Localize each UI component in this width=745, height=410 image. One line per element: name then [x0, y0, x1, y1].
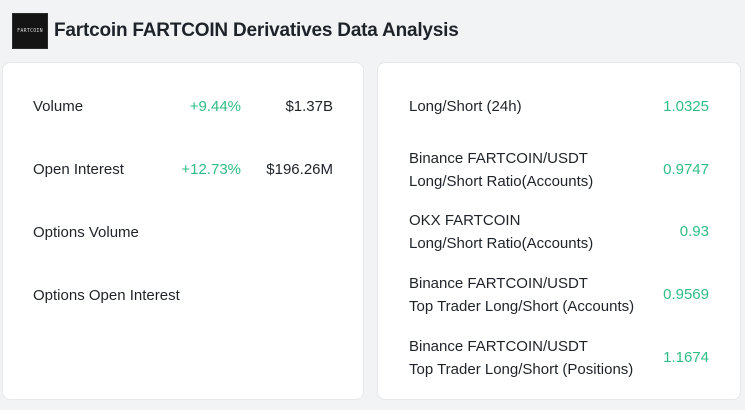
logo-text: FARTCOIN	[17, 28, 43, 34]
okx-account-ratio-label: OKX FARTCOIN Long/Short Ratio(Accounts)	[409, 209, 593, 255]
okx-account-ratio-value: 0.93	[679, 223, 709, 240]
volume-label: Volume	[33, 98, 84, 115]
binance-account-ratio-value: 0.9747	[663, 161, 709, 178]
binance-top-trader-positions-metric: Top Trader Long/Short (Positions)	[409, 361, 634, 378]
options-open-interest-row: Options Open Interest	[3, 281, 363, 311]
binance-top-trader-accounts-value: 0.9569	[663, 286, 709, 303]
long-short-24h-title: Long/Short (24h)	[409, 98, 522, 115]
long-short-24h-label: Long/Short (24h)	[409, 95, 522, 118]
binance-account-ratio-pair: Binance FARTCOIN/USDT	[409, 150, 588, 167]
open-interest-label: Open Interest	[33, 161, 124, 178]
long-short-24h-value: 1.0325	[663, 98, 709, 115]
okx-account-ratio-pair: OKX FARTCOIN	[409, 212, 521, 229]
open-interest-row: Open Interest +12.73% $196.26M	[3, 155, 363, 185]
volume-row: Volume +9.44% $1.37B	[3, 92, 363, 122]
long-short-ratio-card: Long/Short (24h) 1.0325 Binance FARTCOIN…	[377, 62, 741, 400]
page-header: FARTCOIN Fartcoin FARTCOIN Derivatives D…	[12, 13, 459, 49]
binance-account-ratio-label: Binance FARTCOIN/USDT Long/Short Ratio(A…	[409, 147, 593, 193]
derivatives-summary-card: Volume +9.44% $1.37B Open Interest +12.7…	[2, 62, 364, 400]
volume-value: $1.37B	[285, 98, 333, 115]
open-interest-value: $196.26M	[266, 161, 333, 178]
options-open-interest-label: Options Open Interest	[33, 287, 180, 304]
okx-account-ratio-metric: Long/Short Ratio(Accounts)	[409, 235, 594, 252]
page-title: Fartcoin FARTCOIN Derivatives Data Analy…	[54, 20, 459, 41]
options-volume-row: Options Volume	[3, 218, 363, 248]
options-volume-label: Options Volume	[33, 224, 139, 241]
binance-top-trader-accounts-label: Binance FARTCOIN/USDT Top Trader Long/Sh…	[409, 272, 634, 318]
binance-top-trader-positions-pair: Binance FARTCOIN/USDT	[409, 338, 588, 355]
binance-top-trader-accounts-pair: Binance FARTCOIN/USDT	[409, 275, 588, 292]
volume-change: +9.44%	[189, 98, 241, 115]
binance-top-trader-accounts-metric: Top Trader Long/Short (Accounts)	[409, 298, 635, 315]
binance-top-trader-positions-label: Binance FARTCOIN/USDT Top Trader Long/Sh…	[409, 335, 633, 381]
open-interest-change: +12.73%	[181, 161, 241, 178]
binance-account-ratio-metric: Long/Short Ratio(Accounts)	[409, 173, 594, 190]
fartcoin-logo: FARTCOIN	[12, 13, 48, 49]
binance-top-trader-positions-value: 1.1674	[663, 349, 709, 366]
